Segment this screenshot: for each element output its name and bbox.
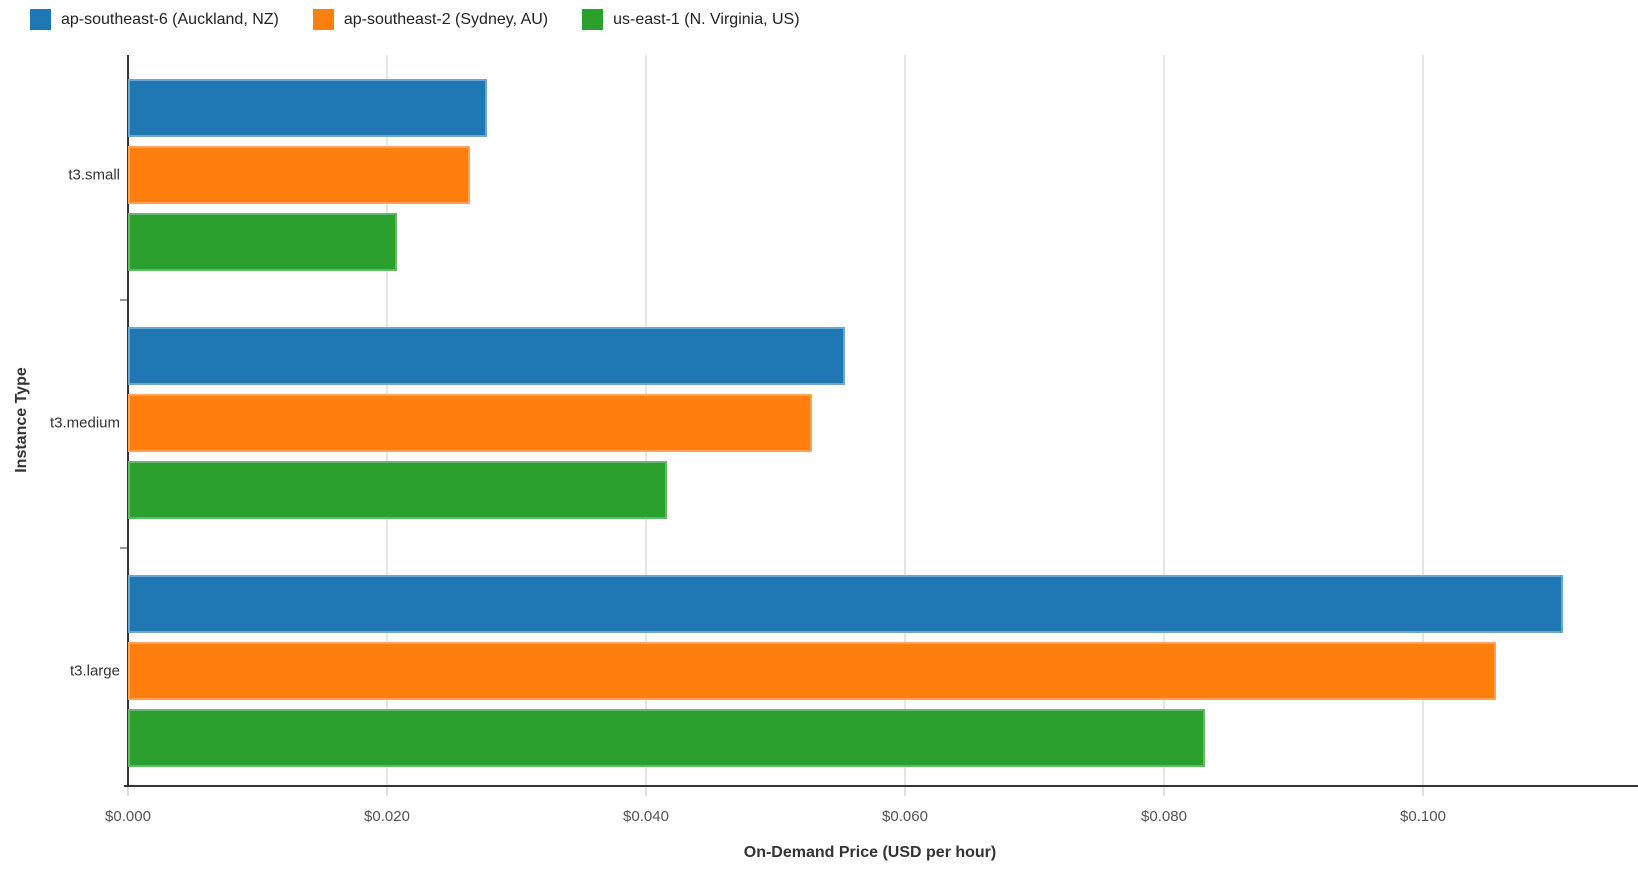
x-tick-label: $0.020 xyxy=(364,808,410,825)
x-axis-title: On-Demand Price (USD per hour) xyxy=(743,844,997,861)
x-axis-tick xyxy=(127,787,129,796)
gridline xyxy=(1422,55,1424,785)
gridline xyxy=(904,55,906,785)
chart-legend: ap-southeast-6 (Auckland, NZ) ap-southea… xyxy=(30,9,800,30)
y-category-label: t3.large xyxy=(69,662,120,680)
y-axis-tick xyxy=(120,547,127,549)
x-axis-tick xyxy=(1422,787,1424,796)
x-tick-label: $0.000 xyxy=(105,808,151,825)
legend-label: ap-southeast-2 (Sydney, AU) xyxy=(343,10,549,28)
legend-label: us-east-1 (N. Virginia, US) xyxy=(613,10,800,28)
legend-swatch-blue-icon xyxy=(30,9,51,30)
bar-t3.small-ap-southeast-6[interactable] xyxy=(128,79,487,137)
x-axis-line xyxy=(124,785,1638,787)
x-tick-label: $0.080 xyxy=(1141,808,1187,825)
x-tick-label: $0.100 xyxy=(1400,808,1446,825)
legend-swatch-orange-icon xyxy=(312,9,334,30)
bar-t3.small-ap-southeast-2[interactable] xyxy=(128,146,470,204)
x-axis-tick xyxy=(386,787,388,796)
x-tick-label: $0.060 xyxy=(882,808,928,825)
bar-t3.small-us-east-1[interactable] xyxy=(128,213,397,271)
legend-item-us-east-1[interactable]: us-east-1 (N. Virginia, US) xyxy=(582,9,800,30)
bar-t3.large-ap-southeast-6[interactable] xyxy=(128,575,1563,633)
y-category-label: t3.small xyxy=(68,166,120,184)
legend-item-ap-southeast-2[interactable]: ap-southeast-2 (Sydney, AU) xyxy=(312,9,549,30)
bar-t3.medium-ap-southeast-2[interactable] xyxy=(128,394,812,452)
bar-t3.medium-us-east-1[interactable] xyxy=(128,461,667,519)
legend-label: ap-southeast-6 (Auckland, NZ) xyxy=(61,10,279,28)
bar-t3.large-ap-southeast-2[interactable] xyxy=(128,642,1496,700)
bar-t3.medium-ap-southeast-6[interactable] xyxy=(128,327,845,385)
x-axis-tick xyxy=(904,787,906,796)
x-axis-tick xyxy=(1163,787,1165,796)
x-axis-tick xyxy=(645,787,647,796)
legend-item-ap-southeast-6[interactable]: ap-southeast-6 (Auckland, NZ) xyxy=(30,9,279,30)
x-tick-label: $0.040 xyxy=(623,808,669,825)
legend-swatch-green-icon xyxy=(582,9,604,30)
y-axis-title: Instance Type xyxy=(13,367,30,473)
bar-t3.large-us-east-1[interactable] xyxy=(128,709,1205,767)
y-axis-tick xyxy=(120,299,127,301)
gridline xyxy=(1163,55,1165,785)
y-category-label: t3.medium xyxy=(49,414,120,432)
